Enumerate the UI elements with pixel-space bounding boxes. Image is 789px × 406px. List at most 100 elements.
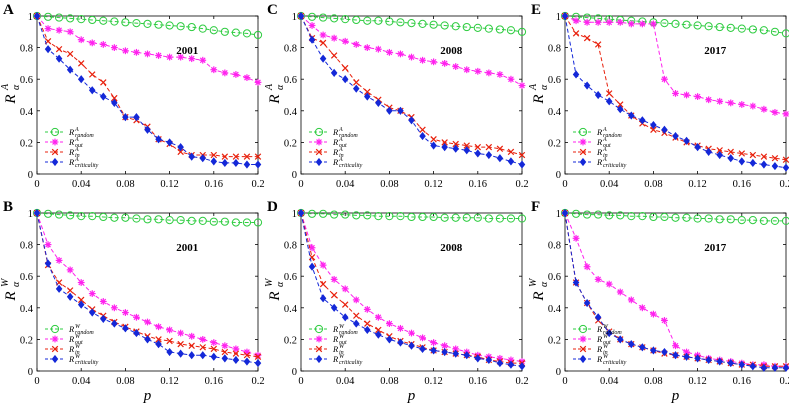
point-random [143,19,152,28]
point-criticality [199,351,207,360]
point-in [55,45,63,53]
series-out [561,209,789,370]
legend-marker [51,335,59,343]
point-random [693,21,702,30]
x-tick-label: 0.16 [733,179,751,190]
point-out [583,263,591,271]
point-criticality [452,144,459,153]
point-random [165,21,174,30]
y-tick-label: 1 [292,209,297,220]
point-out [386,320,393,327]
point-out [363,305,371,313]
legend-label-main: R [332,354,339,364]
point-criticality [133,328,140,338]
point-in [353,312,360,319]
point-random [693,214,702,223]
legend-label-sup: A [602,147,607,153]
point-in [518,151,526,159]
point-criticality [485,355,493,365]
point-criticality [254,359,262,368]
point-criticality [297,11,305,21]
panel-label: D [267,199,278,215]
point-criticality [628,340,635,349]
point-random [307,209,317,218]
legend-label-main: R [596,324,603,334]
x-tick-label: 0.04 [336,179,355,190]
point-out [44,25,52,33]
legend-label-sub: criticality [603,360,627,366]
legend-label-main: R [68,324,75,334]
point-random [462,213,471,222]
series-criticality [33,11,262,169]
plot-frame [564,15,787,175]
point-out [319,261,327,269]
x-tick-label: 0.2 [515,376,528,387]
point-criticality [683,352,690,361]
y-tick-label: 0.4 [548,304,562,315]
legend-label-sup: W [603,334,609,340]
point-criticality [100,314,107,323]
point-criticality [572,70,580,79]
point-criticality [188,351,195,360]
point-criticality [463,351,471,360]
panel-label: C [267,2,278,18]
point-out [166,53,173,61]
point-random [495,214,504,223]
point-random [187,216,196,225]
y-axis-label-sup: A [528,83,539,91]
point-random [121,213,130,222]
y-tick-label: 0.4 [284,304,298,315]
point-random [759,26,769,35]
point-criticality [166,138,173,147]
point-random [583,210,592,219]
point-out [122,309,129,316]
legend-label-sup: W [339,324,345,330]
legend-label-main: R [596,334,603,344]
point-criticality [375,330,382,339]
point-criticality [727,359,735,368]
series-out [561,12,789,118]
point-criticality [639,343,646,352]
point-random [231,218,240,227]
point-criticality [330,303,338,312]
point-in [485,143,493,151]
point-out [638,304,646,312]
point-criticality [375,98,382,107]
y-tick-label: 0.6 [20,272,33,283]
point-in [594,41,602,48]
point-out [199,56,207,64]
point-random [396,212,405,221]
point-criticality [430,141,437,150]
point-in [319,280,327,288]
point-criticality [430,346,437,355]
point-criticality [716,150,723,160]
point-out [661,75,668,83]
legend-marker [51,157,59,167]
point-criticality [738,157,746,166]
point-out [77,36,85,44]
x-tick-label: 0.16 [205,179,223,190]
point-random [374,16,383,25]
y-axis-label-sub: α [539,281,550,287]
point-random [352,15,361,25]
point-in [364,320,371,327]
point-random [462,22,471,32]
legend-label-main: R [596,137,603,147]
y-axis-label-sup: W [264,277,275,287]
point-out [177,329,185,337]
point-out [452,63,460,70]
point-in [155,336,162,343]
series-line-out [564,15,787,115]
y-axis-label: RA α [528,83,550,105]
point-random [748,216,757,225]
legend-marker [51,148,59,156]
point-out [188,332,196,340]
point-criticality [133,113,140,122]
y-axis-label-sup: A [0,83,11,91]
point-criticality [232,158,240,168]
point-criticality [771,363,779,372]
legend-label-sub: in [339,153,344,159]
point-criticality [397,338,404,347]
point-in [782,156,789,164]
